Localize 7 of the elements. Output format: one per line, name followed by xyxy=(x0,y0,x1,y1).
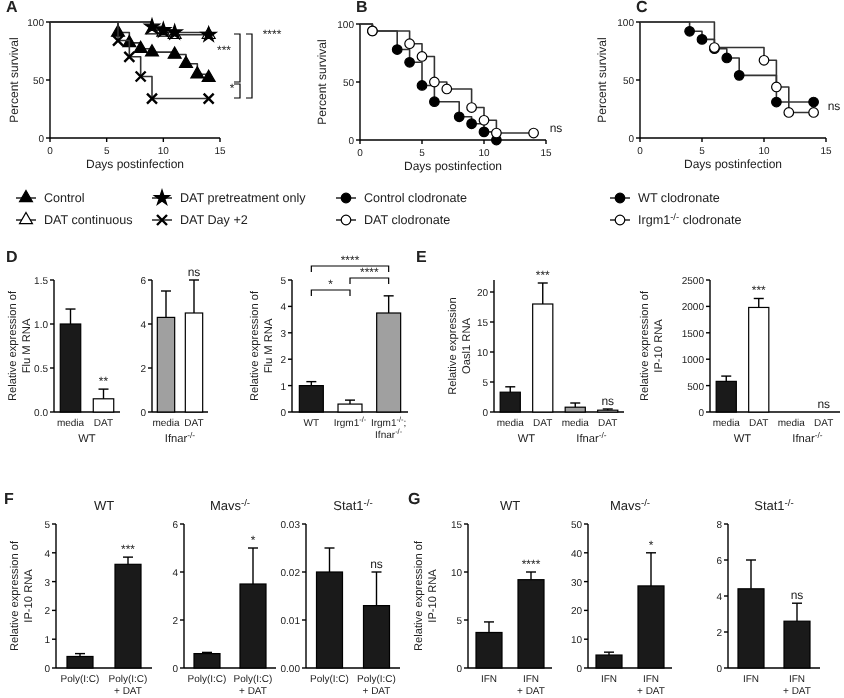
text: E xyxy=(416,248,428,266)
text: C xyxy=(636,0,648,16)
text: D xyxy=(6,248,18,266)
text: B xyxy=(356,0,368,16)
text: G xyxy=(408,490,421,508)
text: A xyxy=(6,0,18,16)
text: F xyxy=(4,490,14,508)
